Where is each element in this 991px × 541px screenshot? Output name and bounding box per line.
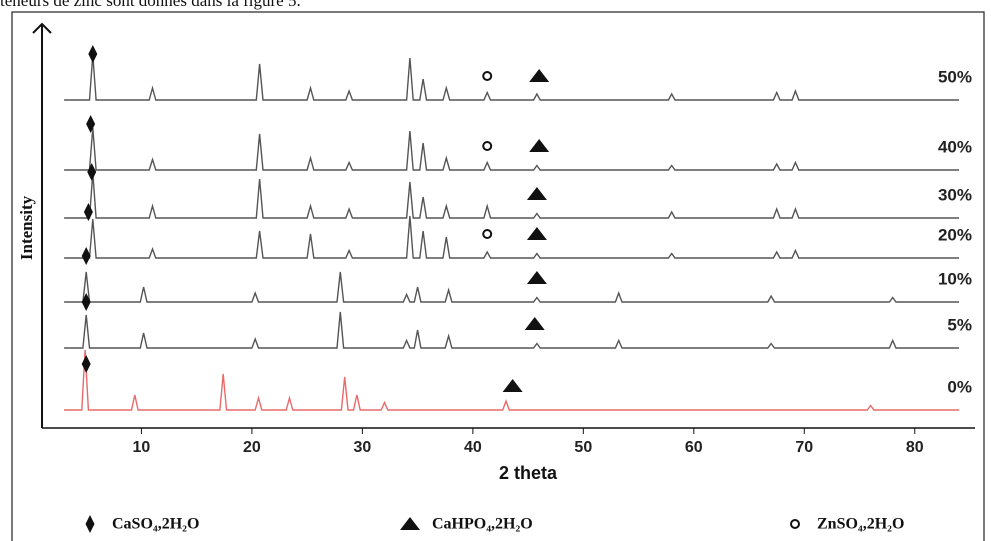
frame [11,11,985,541]
xrd-trace [64,54,959,101]
phase-marker [529,139,550,152]
xrd-trace [64,127,959,171]
legend-label: ZnSO₄,2H₂O [817,516,904,533]
legend-symbol [85,515,95,533]
phase-marker [529,69,550,82]
phase-marker [88,45,98,63]
series-label: 5% [947,315,972,334]
legend-symbol [400,517,420,530]
legend-symbol [790,519,800,529]
phase-marker [526,187,547,200]
series-label: 0% [947,377,972,396]
series-label: 40% [938,137,972,156]
x-tick-label: 40 [464,439,482,456]
x-axis-label: 2 theta [499,463,558,483]
xrd-trace [64,349,959,411]
xrd-trace [64,271,959,303]
caption-fragment: teneurs de zinc sont donnés dans la figu… [0,0,301,10]
phase-marker [81,293,91,311]
xrd-trace [64,215,959,259]
xrd-trace [64,172,959,219]
y-axis-label: Intensity [17,195,36,260]
series-label: 10% [938,269,972,288]
phase-marker [526,227,547,240]
xrd-trace [64,311,959,349]
legend-label: CaSO₄,2H₂O [112,516,199,533]
phase-marker [81,247,91,265]
phase-marker [482,229,493,239]
x-tick-label: 30 [353,439,371,456]
x-tick-label: 80 [906,439,924,456]
phase-marker [482,71,493,81]
series-label: 30% [938,185,972,204]
x-tick-label: 10 [133,439,151,456]
y-axis-arrow [32,22,52,34]
legend-label: CaHPO₄,2H₂O [432,516,533,533]
phase-marker [83,203,93,221]
x-tick-label: 20 [243,439,261,456]
phase-marker [81,355,91,373]
x-tick-label: 60 [685,439,703,456]
series-label: 50% [938,67,972,86]
phase-marker [482,141,493,151]
x-tick-label: 50 [574,439,592,456]
phase-marker [524,317,545,330]
series-label: 20% [938,225,972,244]
phase-marker [87,163,97,181]
phase-marker [86,115,96,133]
phase-marker [502,379,523,392]
x-tick-label: 70 [795,439,813,456]
phase-marker [526,271,547,284]
